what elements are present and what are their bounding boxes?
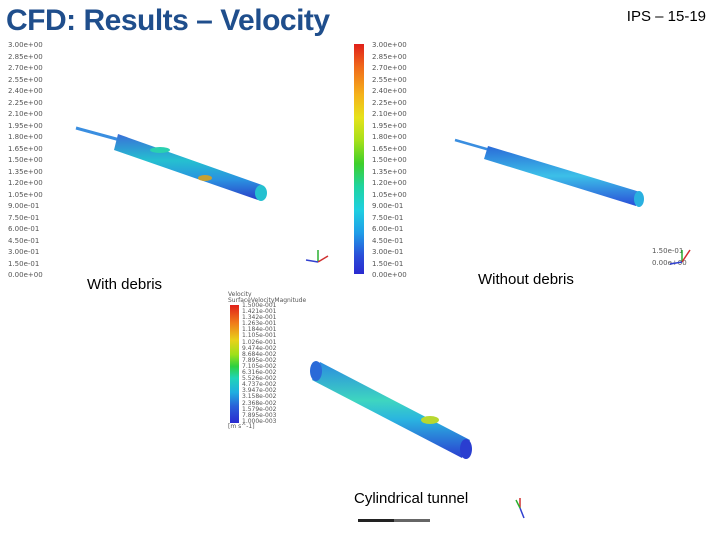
bottom-legend-subtitle: SurfaceVelocityMagnitude — [228, 297, 307, 304]
bottom-legend-value: 8.684e-002 — [242, 350, 277, 358]
bottom-legend-value: 6.316e-002 — [242, 369, 277, 377]
slide-title: CFD: Results – Velocity — [6, 4, 330, 37]
center-legend-value: 1.65e+00 — [372, 144, 407, 153]
center-legend-value: 1.50e-01 — [372, 259, 404, 268]
left-legend-value: 1.35e+00 — [8, 167, 43, 176]
left-legend-value: 1.50e+00 — [8, 156, 43, 164]
right-legend-value: 1.50e-01 — [652, 247, 684, 255]
center-legend-value: 6.00e-01 — [372, 225, 404, 233]
left-legend: 3.00e+00 2.85e+00 2.70e+00 2.55e+00 2.40e+00… — [8, 40, 43, 282]
bottom-legend-value: 1.105e-001 — [242, 332, 277, 340]
bottom-color-bar — [230, 305, 239, 423]
bottom-legend-value: 1.500e-001 — [242, 302, 277, 309]
left-legend-value: 6.00e-01 — [8, 225, 40, 233]
bottom-legend-value: 1.421e-001 — [242, 308, 277, 316]
center-legend-value: 1.80e+00 — [372, 133, 407, 141]
left-legend-value: 1.50e-01 — [8, 259, 40, 268]
left-legend-value: 9.00e-01 — [8, 202, 40, 210]
left-legend-value: 1.20e+00 — [8, 179, 43, 187]
bottom-legend-value: 3.947e-002 — [242, 387, 277, 395]
right-legend-value: 0.00e+00 — [652, 258, 687, 267]
center-legend-value: 1.20e+00 — [372, 179, 407, 187]
center-legend-value: 2.40e+00 — [372, 87, 407, 95]
center-legend-value: 2.25e+00 — [372, 98, 407, 107]
bottom-legend-value: 1.000e-003 — [242, 417, 277, 425]
caption-cylindrical-tunnel: Cylindrical tunnel — [354, 490, 469, 507]
left-legend-value: 1.05e+00 — [8, 190, 43, 199]
left-legend-value: 1.80e+00 — [8, 133, 43, 141]
bottom-legend-value: 1.263e-001 — [242, 320, 277, 328]
left-legend-value: 0.00e+00 — [8, 271, 43, 279]
bottom-legend-value: 7.105e-002 — [242, 362, 277, 370]
center-legend-value: 3.00e-01 — [372, 248, 404, 256]
left-legend-value: 3.00e-01 — [8, 248, 40, 256]
left-legend-value: 2.10e+00 — [8, 110, 43, 118]
bottom-legend-value: 1.026e-001 — [242, 338, 277, 346]
left-legend-value: 2.25e+00 — [8, 98, 43, 107]
center-legend-value: 2.85e+00 — [372, 52, 407, 61]
slide-id: IPS – 15-19 — [626, 8, 706, 25]
left-legend-value: 2.55e+00 — [8, 75, 43, 84]
right-legend: 1.50e-01 0.00e+00 — [652, 246, 687, 269]
center-legend-value: 1.35e+00 — [372, 167, 407, 176]
left-legend-value: 1.95e+00 — [8, 121, 43, 130]
bottom-legend-unit: [m s^-1] — [228, 423, 255, 430]
bottom-legend-value: 2.368e-002 — [242, 399, 277, 407]
center-legend-value: 7.50e-01 — [372, 213, 404, 222]
center-legend: 3.00e+00 2.85e+00 2.70e+00 2.55e+00 2.40e+00… — [372, 40, 407, 282]
bottom-legend-value: 5.526e-002 — [242, 375, 277, 383]
center-legend-value: 0.00e+00 — [372, 271, 407, 279]
left-legend-value: 2.70e+00 — [8, 64, 43, 72]
bottom-legend-value: 4.737e-002 — [242, 381, 277, 389]
bottom-legend-value: 9.474e-002 — [242, 344, 277, 352]
bottom-legend-value: 7.895e-003 — [242, 411, 277, 419]
caption-without-debris: Without debris — [478, 271, 574, 288]
center-legend-value: 9.00e-01 — [372, 202, 404, 210]
center-legend-value: 2.70e+00 — [372, 64, 407, 72]
center-legend-value: 1.50e+00 — [372, 156, 407, 164]
center-legend-value: 2.10e+00 — [372, 110, 407, 118]
center-legend-value: 1.05e+00 — [372, 190, 407, 199]
center-legend-value: 1.95e+00 — [372, 121, 407, 130]
bottom-legend-value: 1.184e-001 — [242, 326, 277, 334]
left-legend-value: 2.40e+00 — [8, 87, 43, 95]
bottom-legend-value: 1.342e-001 — [242, 314, 277, 322]
bottom-legend-value: 7.895e-002 — [242, 356, 277, 364]
bottom-legend-value: 1.579e-002 — [242, 405, 277, 413]
center-legend-value: 2.55e+00 — [372, 75, 407, 84]
left-legend-value: 7.50e-01 — [8, 213, 40, 222]
left-legend-value: 4.50e-01 — [8, 236, 40, 245]
center-legend-value: 3.00e+00 — [372, 41, 407, 49]
caption-with-debris: With debris — [87, 276, 163, 293]
bottom-legend-title: Velocity — [228, 291, 252, 298]
left-legend-value: 2.85e+00 — [8, 52, 43, 61]
left-legend-value: 3.00e+00 — [8, 41, 43, 49]
center-color-bar — [354, 44, 364, 274]
left-legend-value: 1.65e+00 — [8, 144, 43, 153]
center-legend-value: 4.50e-01 — [372, 236, 404, 245]
bottom-legend-values: 1.500e-001 1.421e-001 1.342e-001 1.263e-001… — [242, 302, 277, 425]
bottom-legend-value: 3.158e-002 — [242, 393, 277, 401]
